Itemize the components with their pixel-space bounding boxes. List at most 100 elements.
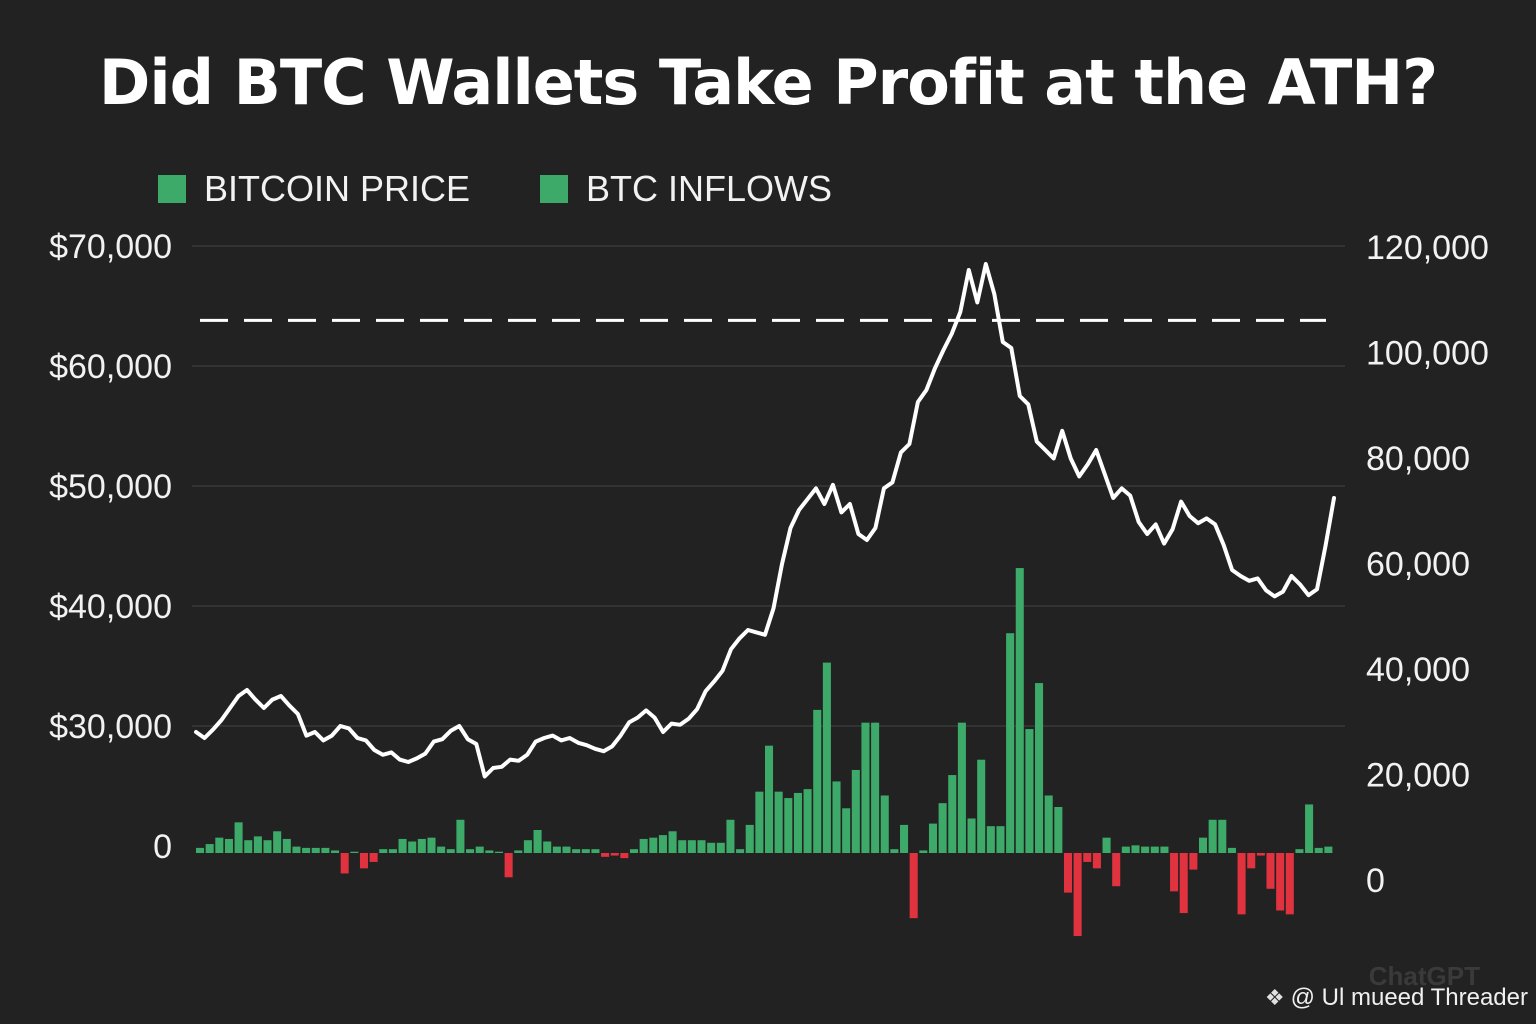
inflow-bar	[466, 849, 475, 853]
inflow-bar	[687, 840, 696, 853]
inflow-bar	[552, 846, 561, 853]
inflow-bar	[832, 781, 841, 853]
inflow-bar	[1102, 837, 1111, 853]
inflow-bar	[485, 850, 494, 853]
inflow-bar	[1324, 846, 1333, 853]
inflow-bar	[1006, 633, 1015, 853]
binance-diamond-icon: ❖	[1264, 985, 1285, 1010]
inflow-bar	[957, 722, 966, 853]
inflow-bar	[610, 853, 619, 856]
inflow-bar	[1015, 568, 1024, 853]
inflow-bar	[909, 853, 918, 919]
inflow-bar	[475, 846, 484, 853]
inflow-bar	[572, 849, 581, 853]
legend-item-btc-inflows: BTC INFLOWS	[540, 168, 832, 210]
inflow-bar	[215, 837, 224, 853]
inflow-bar	[1256, 853, 1265, 856]
inflow-bar	[996, 826, 1005, 853]
inflow-bar	[350, 851, 359, 853]
inflow-bar	[205, 844, 214, 853]
inflow-bar	[1044, 795, 1053, 853]
inflow-bar	[359, 853, 368, 869]
inflow-bar	[986, 826, 995, 853]
inflow-bar	[331, 850, 340, 853]
inflow-bar	[938, 803, 947, 853]
inflow-bar	[437, 846, 446, 853]
inflow-bar	[398, 838, 407, 853]
inflow-bar	[1150, 846, 1159, 853]
watermark: ❖ @ Ul mueed Threader	[1265, 984, 1528, 1012]
inflow-bar	[871, 722, 880, 853]
inflow-bar	[784, 798, 793, 853]
left-tick-label: $50,000	[49, 468, 172, 506]
inflow-bar	[302, 847, 311, 853]
inflow-bar	[533, 830, 542, 853]
inflow-bar	[678, 840, 687, 853]
right-tick-label: 40,000	[1366, 651, 1470, 689]
left-tick-label: $30,000	[49, 708, 172, 746]
inflow-bar	[562, 846, 571, 853]
inflow-bar	[697, 840, 706, 853]
inflow-bar	[234, 822, 243, 853]
right-tick-label: 100,000	[1366, 335, 1489, 373]
inflow-bar	[900, 824, 909, 853]
inflow-bar	[1218, 819, 1227, 853]
inflow-bar	[196, 847, 205, 853]
inflow-bar	[1170, 853, 1179, 892]
right-tick-label: 60,000	[1366, 546, 1470, 584]
inflow-bar	[716, 842, 725, 853]
inflow-bar	[842, 808, 851, 853]
inflow-bar	[1276, 853, 1285, 911]
inflow-bar	[1285, 853, 1294, 915]
legend: BITCOIN PRICE BTC INFLOWS	[158, 168, 902, 210]
inflow-bar	[707, 842, 716, 853]
inflow-bar	[774, 791, 783, 853]
legend-swatch-bitcoin-price	[158, 175, 186, 203]
inflow-bar	[1305, 804, 1314, 853]
legend-item-bitcoin-price: BITCOIN PRICE	[158, 168, 470, 210]
inflow-bar	[658, 835, 667, 853]
inflow-bar	[253, 836, 262, 853]
inflow-bar	[977, 759, 986, 853]
inflow-bar	[417, 838, 426, 853]
ghost-watermark: ChatGPT	[1368, 961, 1480, 991]
left-axis-ticks: $70,000 $60,000 $50,000 $40,000 $30,000 0	[49, 228, 172, 866]
inflow-bar	[1295, 849, 1304, 853]
inflow-bar	[456, 819, 465, 853]
inflow-bar	[591, 849, 600, 853]
legend-label-btc-inflows: BTC INFLOWS	[586, 168, 833, 209]
inflow-bar	[244, 840, 253, 853]
inflow-bar	[948, 775, 957, 853]
inflow-bar	[803, 789, 812, 853]
inflow-bar	[851, 769, 860, 853]
right-tick-label: 80,000	[1366, 440, 1470, 478]
inflow-bar	[1121, 846, 1130, 853]
inflow-bar	[1131, 845, 1140, 853]
inflow-bar	[427, 837, 436, 853]
left-tick-label: $60,000	[49, 348, 172, 386]
inflow-bar	[1198, 837, 1208, 853]
inflow-bar	[765, 745, 774, 853]
inflow-bar	[514, 850, 523, 853]
inflow-bar	[388, 849, 397, 853]
right-tick-label: 120,000	[1366, 229, 1489, 267]
right-axis-ticks: 120,000 100,000 80,000 60,000 40,000 20,000 0	[1366, 229, 1489, 900]
inflow-bar	[1227, 847, 1236, 853]
inflow-bar	[1208, 819, 1217, 853]
inflow-bar	[1083, 853, 1092, 862]
inflow-bar	[649, 837, 658, 853]
inflow-bar	[224, 838, 233, 853]
inflow-bar	[1314, 847, 1323, 853]
inflow-bar	[813, 709, 822, 853]
price-line	[194, 262, 1336, 779]
inflow-bar	[1054, 807, 1063, 853]
price-line-group	[194, 262, 1336, 779]
inflow-bar	[581, 849, 590, 853]
inflow-bar	[494, 851, 504, 853]
inflow-bar	[1189, 853, 1198, 870]
legend-label-bitcoin-price: BITCOIN PRICE	[204, 168, 471, 209]
inflow-bar	[1092, 853, 1101, 869]
inflow-bar	[793, 792, 802, 853]
inflow-bar	[340, 853, 349, 874]
